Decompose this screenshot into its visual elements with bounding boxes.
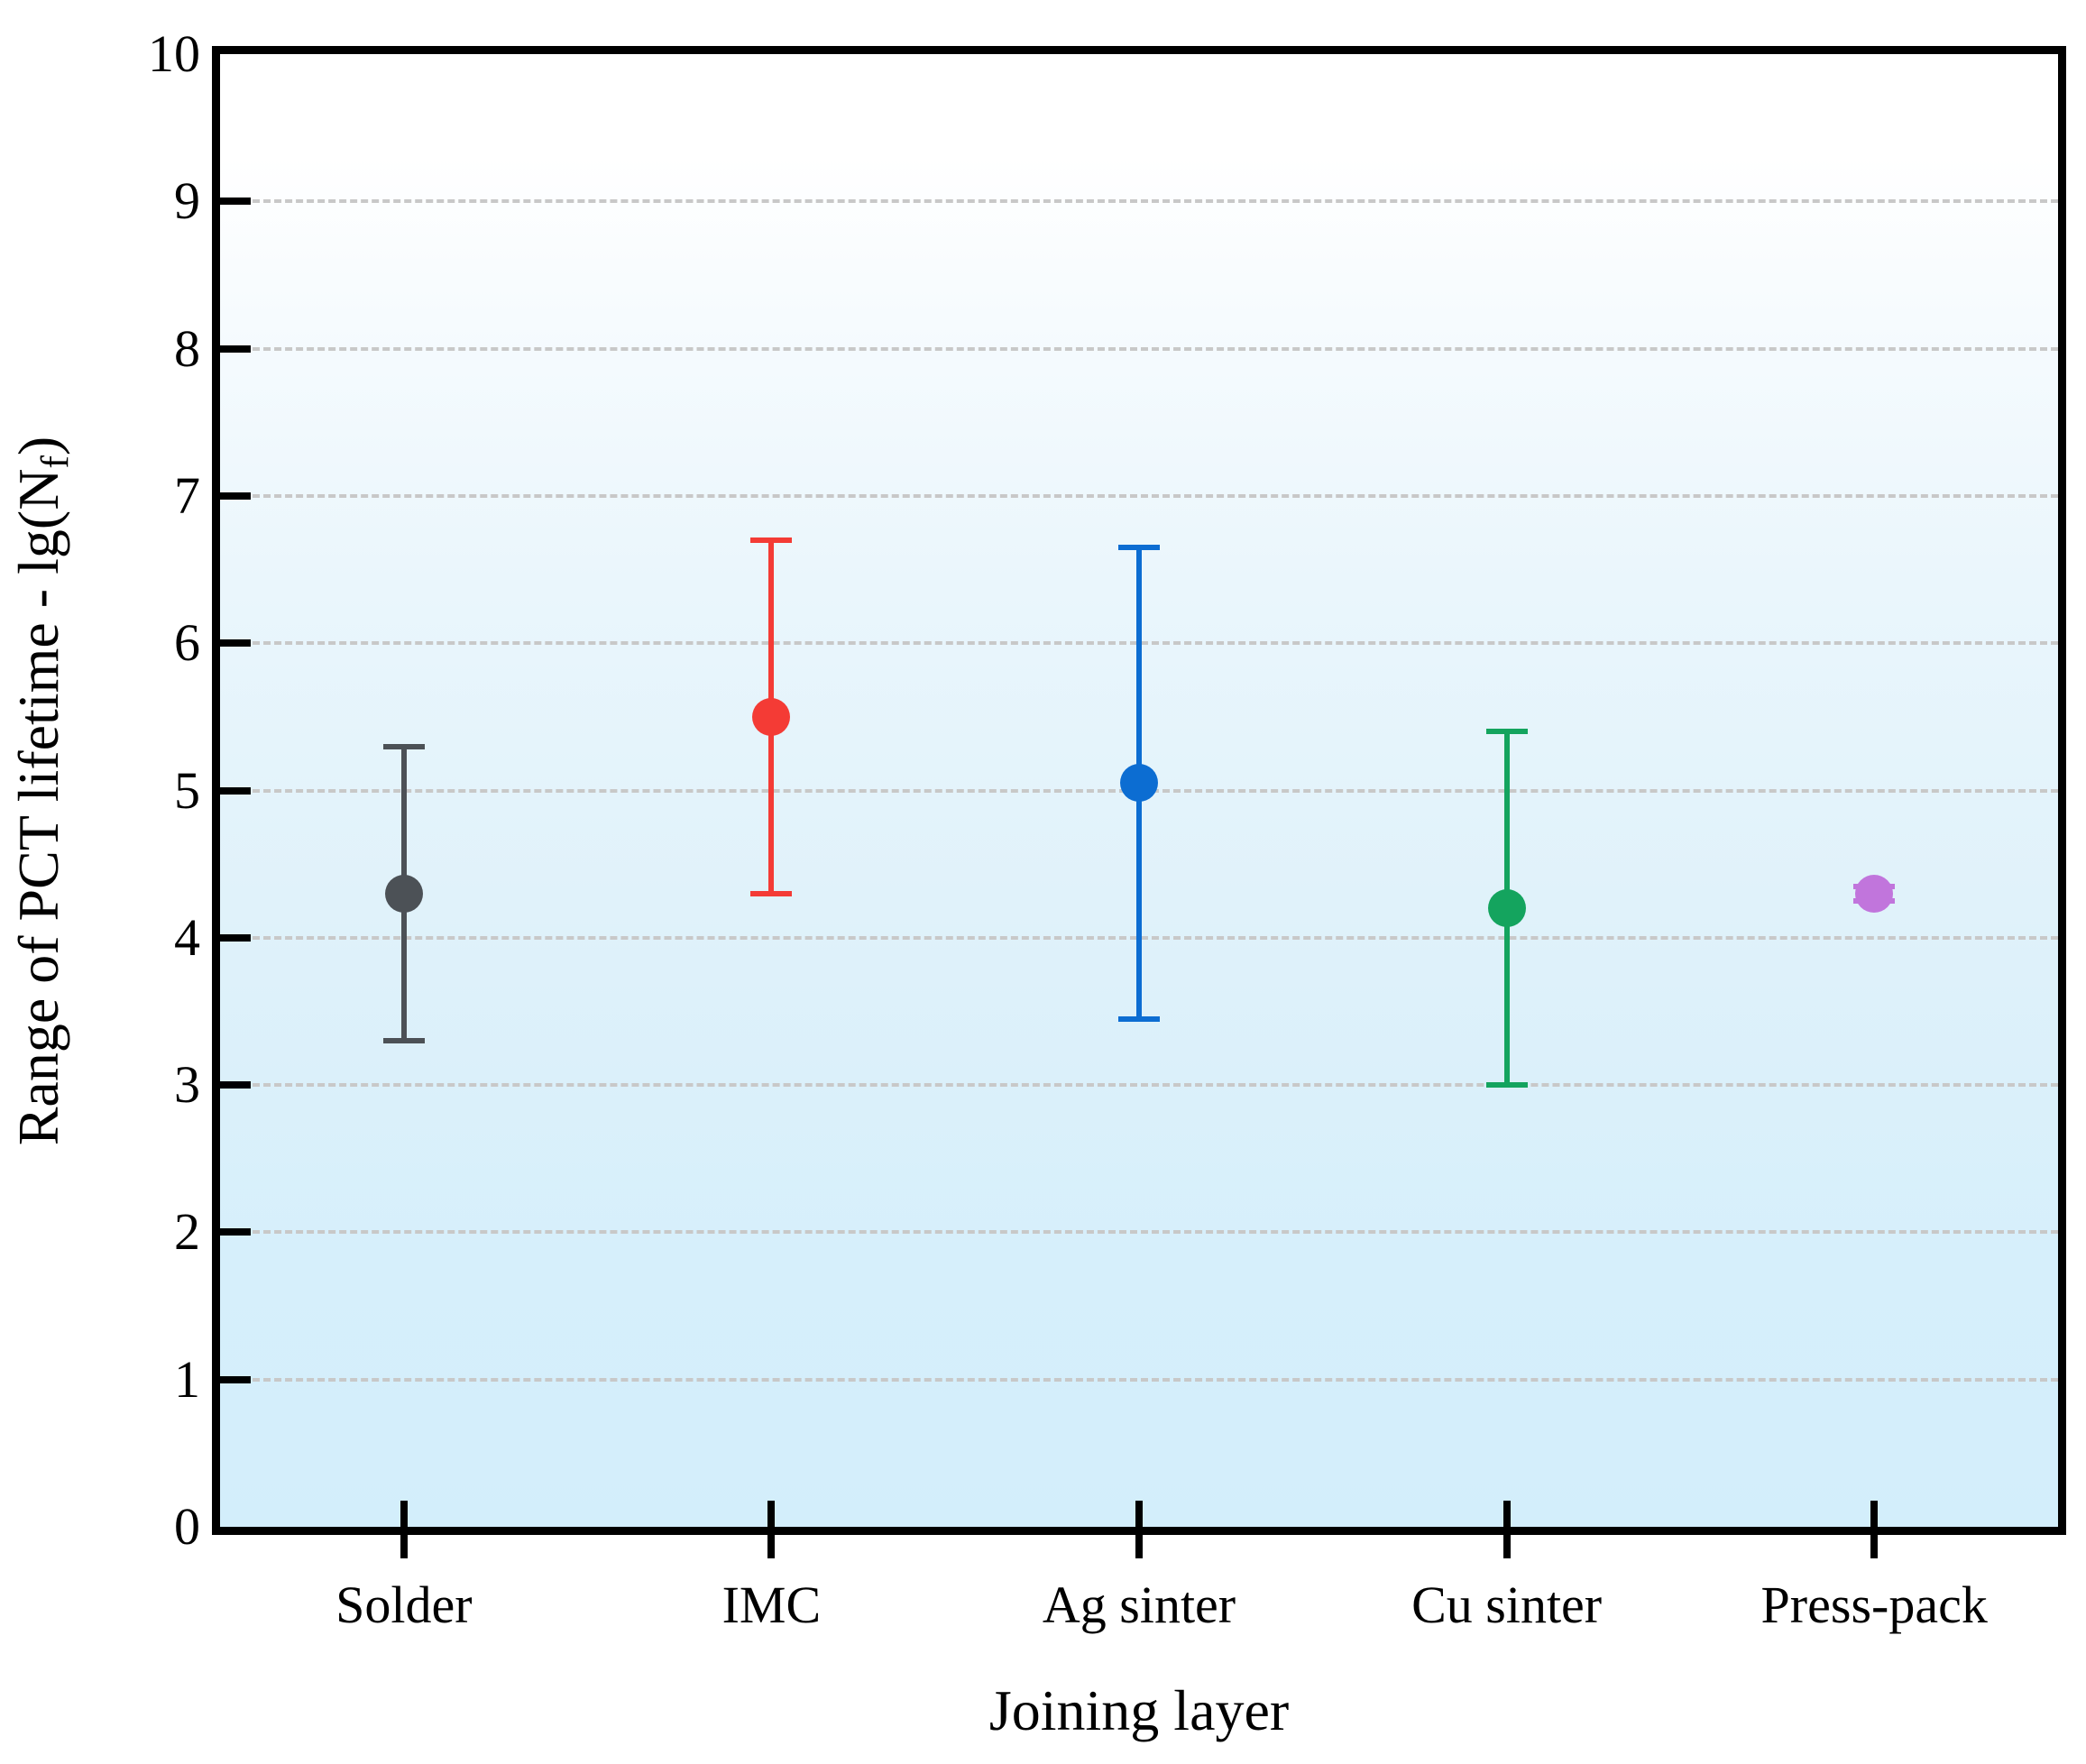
data-point-4 xyxy=(1855,874,1894,913)
gridline-y7 xyxy=(220,493,2058,498)
y-tick-mark-2 xyxy=(220,1228,251,1236)
gridline-y9 xyxy=(220,199,2058,204)
data-point-0 xyxy=(384,874,423,913)
gridline-y2 xyxy=(220,1230,2058,1235)
y-axis-title-close: ) xyxy=(6,436,71,456)
data-point-3 xyxy=(1487,889,1526,928)
y-tick-mark-1 xyxy=(220,1375,251,1383)
error-bar-cap-bottom-2 xyxy=(1118,1015,1160,1022)
error-bar-cap-top-2 xyxy=(1118,545,1160,551)
y-tick-mark-9 xyxy=(220,198,251,206)
error-bar-cap-top-1 xyxy=(750,537,793,543)
error-bar-cap-top-3 xyxy=(1485,729,1528,735)
x-tick-mark-4 xyxy=(1870,1501,1879,1558)
gridline-y1 xyxy=(220,1377,2058,1382)
y-tick-label-0: 0 xyxy=(174,1497,200,1556)
y-tick-label-7: 7 xyxy=(174,465,200,525)
y-tick-label-3: 3 xyxy=(174,1055,200,1115)
y-tick-label-6: 6 xyxy=(174,613,200,673)
y-tick-label-2: 2 xyxy=(174,1202,200,1262)
gridline-y8 xyxy=(220,346,2058,351)
y-tick-mark-7 xyxy=(220,492,251,500)
y-tick-mark-6 xyxy=(220,639,251,648)
x-tick-label-3: Cu sinter xyxy=(1411,1576,1603,1634)
x-tick-mark-2 xyxy=(1135,1501,1143,1558)
x-tick-label-0: Solder xyxy=(335,1576,473,1634)
x-tick-label-4: Press-pack xyxy=(1760,1576,1988,1634)
x-tick-mark-1 xyxy=(767,1501,776,1558)
x-tick-mark-3 xyxy=(1502,1501,1511,1558)
error-bar-cap-top-0 xyxy=(382,743,425,749)
y-tick-mark-8 xyxy=(220,345,251,353)
y-tick-label-5: 5 xyxy=(174,760,200,820)
x-tick-label-1: IMC xyxy=(721,1576,822,1634)
data-point-2 xyxy=(1120,764,1158,803)
y-tick-label-9: 9 xyxy=(174,171,200,231)
error-bar-cap-bottom-1 xyxy=(750,890,793,896)
x-tick-label-2: Ag sinter xyxy=(1042,1576,1236,1634)
x-tick-mark-0 xyxy=(400,1501,408,1558)
y-tick-mark-3 xyxy=(220,1081,251,1089)
gridline-y3 xyxy=(220,1083,2058,1088)
x-axis-title: Joining layer xyxy=(988,1678,1290,1742)
y-tick-label-8: 8 xyxy=(174,318,200,378)
y-tick-label-4: 4 xyxy=(174,907,200,967)
y-tick-mark-4 xyxy=(220,933,251,942)
plot-area xyxy=(212,46,2066,1535)
y-tick-label-10: 10 xyxy=(148,24,200,83)
error-bar-cap-bottom-0 xyxy=(382,1038,425,1044)
data-point-1 xyxy=(752,697,791,736)
y-axis-title-subscript: f xyxy=(32,455,77,469)
y-tick-label-1: 1 xyxy=(174,1349,200,1409)
error-bar-cap-bottom-3 xyxy=(1485,1082,1528,1089)
y-tick-mark-5 xyxy=(220,786,251,795)
